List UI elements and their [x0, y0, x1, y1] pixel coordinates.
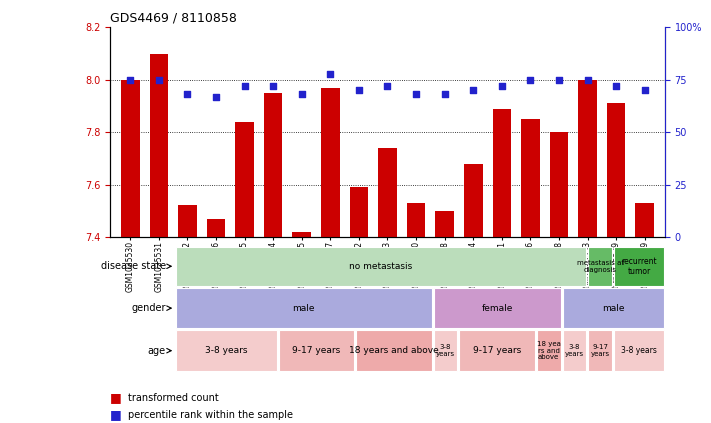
Text: GDS4469 / 8110858: GDS4469 / 8110858	[110, 12, 237, 25]
Bar	[578, 80, 597, 237]
Text: 3-8 years: 3-8 years	[205, 346, 247, 355]
Text: 18 yea
rs and
above: 18 yea rs and above	[537, 341, 561, 360]
Text: male: male	[602, 304, 624, 313]
Bar	[493, 109, 511, 237]
Bar	[589, 247, 612, 286]
Bar	[434, 330, 457, 371]
Point	[582, 77, 593, 83]
Bar	[464, 164, 483, 237]
Point	[182, 91, 193, 98]
Text: 3-8
years: 3-8 years	[436, 344, 455, 357]
Bar	[550, 132, 568, 237]
Text: no metastasis: no metastasis	[349, 262, 412, 271]
Bar	[434, 288, 560, 328]
Text: transformed count: transformed count	[128, 393, 219, 403]
Text: 9-17
years: 9-17 years	[591, 344, 610, 357]
Bar	[121, 80, 139, 237]
Point	[325, 70, 336, 77]
Text: male: male	[292, 304, 315, 313]
Text: 9-17 years: 9-17 years	[473, 346, 521, 355]
Text: 18 years and above: 18 years and above	[349, 346, 439, 355]
Bar	[614, 247, 664, 286]
Bar	[614, 330, 664, 371]
Text: recurrent
tumor: recurrent tumor	[621, 257, 657, 276]
Bar	[607, 103, 626, 237]
Text: percentile rank within the sample: percentile rank within the sample	[128, 409, 293, 420]
Bar	[292, 232, 311, 237]
Bar	[407, 203, 425, 237]
Bar	[636, 203, 654, 237]
Bar	[562, 288, 664, 328]
Bar	[321, 88, 340, 237]
Point	[239, 83, 250, 90]
Point	[496, 83, 508, 90]
Text: gender: gender	[131, 303, 166, 313]
Point	[296, 91, 307, 98]
Text: ■: ■	[110, 408, 122, 421]
Point	[353, 87, 365, 94]
Text: disease state: disease state	[100, 261, 166, 271]
Text: ■: ■	[110, 391, 122, 404]
Bar	[537, 330, 560, 371]
Bar	[459, 330, 535, 371]
Bar	[264, 93, 282, 237]
Text: 9-17 years: 9-17 years	[292, 346, 341, 355]
Bar	[149, 54, 168, 237]
Text: metastasis at
diagnosis: metastasis at diagnosis	[577, 260, 624, 272]
Bar	[176, 247, 587, 286]
Point	[553, 77, 565, 83]
Point	[639, 87, 651, 94]
Bar	[178, 206, 197, 237]
Bar	[562, 330, 587, 371]
Point	[439, 91, 450, 98]
Bar	[435, 211, 454, 237]
Bar	[176, 288, 432, 328]
Point	[124, 77, 136, 83]
Bar	[378, 148, 397, 237]
Text: age: age	[148, 346, 166, 356]
Point	[468, 87, 479, 94]
Bar	[235, 122, 254, 237]
Point	[210, 93, 222, 100]
Point	[410, 91, 422, 98]
Bar	[589, 330, 612, 371]
Point	[153, 77, 164, 83]
Bar	[356, 330, 432, 371]
Point	[525, 77, 536, 83]
Bar	[207, 219, 225, 237]
Text: female: female	[481, 304, 513, 313]
Bar	[279, 330, 354, 371]
Text: 3-8 years: 3-8 years	[621, 346, 657, 355]
Bar	[176, 330, 277, 371]
Bar	[521, 119, 540, 237]
Point	[267, 83, 279, 90]
Text: 3-8
years: 3-8 years	[565, 344, 584, 357]
Point	[611, 83, 622, 90]
Bar	[350, 187, 368, 237]
Point	[382, 83, 393, 90]
